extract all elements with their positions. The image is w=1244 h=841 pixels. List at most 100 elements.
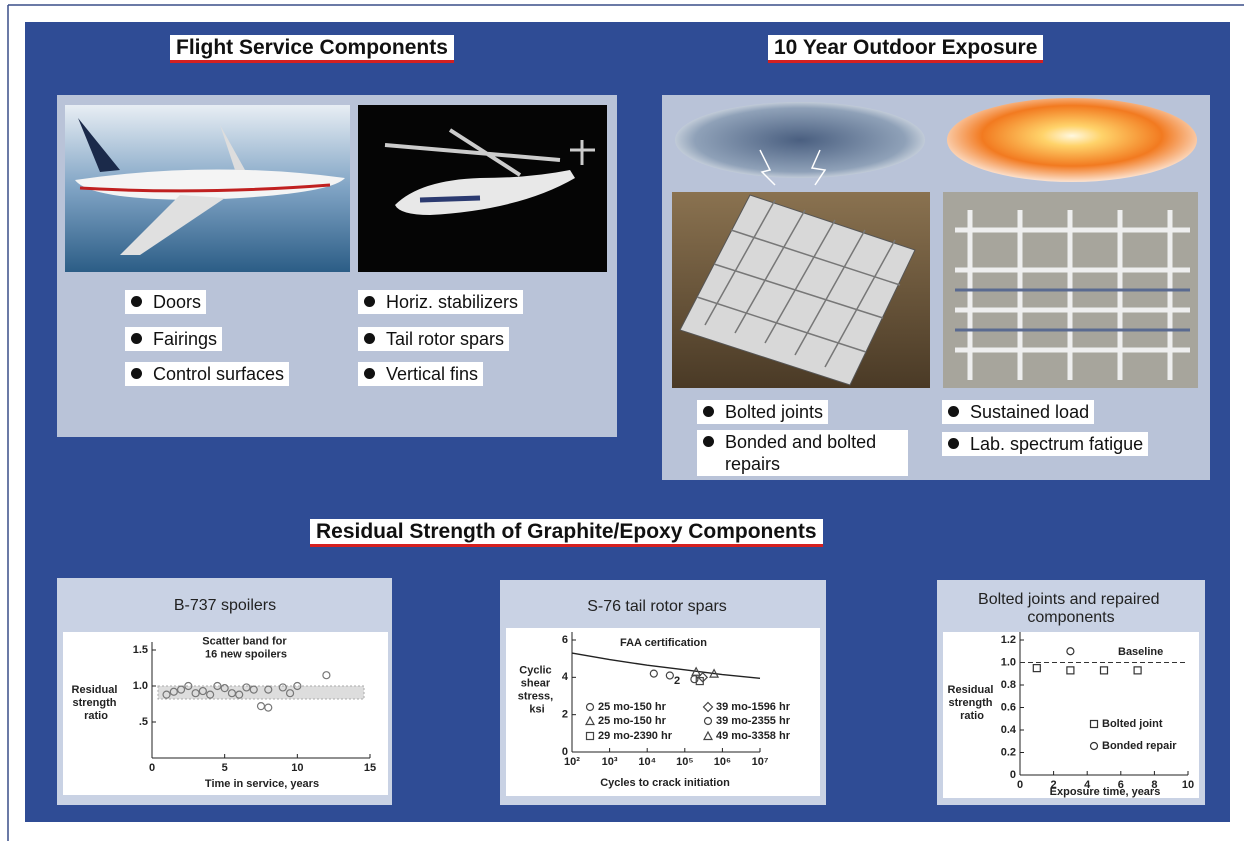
- x-tick-label: 2: [1051, 779, 1057, 791]
- bullet-item: Horiz. stabilizers: [358, 290, 524, 314]
- load-rack-photo: [943, 192, 1198, 388]
- data-point: [176, 685, 186, 694]
- y-axis-label: Residual strength ratio: [72, 684, 121, 722]
- data-point: [198, 686, 207, 696]
- legend-symbol: [585, 715, 595, 726]
- plot-area: [63, 632, 388, 795]
- x-tick-label: 10²: [564, 756, 580, 768]
- annotation: 2: [674, 675, 680, 687]
- legend-label: 29 mo-2390 hr: [598, 730, 673, 742]
- legend-label: Bolted joint: [1102, 718, 1163, 730]
- helicopter-photo: [358, 105, 607, 272]
- chart-title: B-737 spoilers: [174, 597, 276, 614]
- data-point: [709, 668, 720, 678]
- bullet-item: Fairings: [125, 327, 223, 351]
- legend-label: 49 mo-3358 hr: [716, 730, 791, 742]
- data-point: [1133, 666, 1142, 675]
- legend-symbol: [703, 716, 713, 726]
- bullet-item: Sustained load: [942, 400, 1095, 424]
- data-point: [1032, 664, 1041, 673]
- chart-title: S-76 tail rotor spars: [587, 598, 727, 615]
- line-label: FAA certification: [620, 637, 707, 649]
- bullet-item: Vertical fins: [358, 362, 484, 386]
- data-point: [690, 675, 699, 684]
- x-tick-label: 15: [364, 762, 376, 774]
- y-tick-label: 0.6: [1001, 701, 1016, 713]
- x-tick-label: 10⁷: [752, 756, 769, 768]
- data-point: [285, 689, 295, 698]
- data-point: [322, 671, 331, 680]
- panel-rack-photo: [672, 192, 930, 388]
- legend-label: 25 mo-150 hr: [598, 701, 667, 713]
- data-point: [293, 681, 302, 691]
- x-tick-label: 0: [1017, 779, 1023, 791]
- legend-symbol: [585, 731, 595, 741]
- data-point: [278, 683, 287, 692]
- y-tick-label: 2: [562, 709, 568, 721]
- bullet-item: Bonded and bolted repairs: [697, 430, 908, 476]
- data-point: [235, 690, 244, 699]
- annotation: Scatter band for 16 new spoilers: [202, 635, 289, 660]
- x-tick-label: 10⁵: [676, 756, 693, 768]
- legend-symbol: [702, 701, 714, 713]
- heading: Flight Service Components: [170, 35, 454, 63]
- y-tick-label: 0.2: [1001, 746, 1016, 758]
- sun-photo: [945, 98, 1200, 185]
- data-point: [1099, 666, 1109, 675]
- curve: [571, 652, 761, 679]
- storm-photo: [672, 100, 930, 186]
- x-tick-label: 10: [291, 762, 303, 774]
- plot-area: [506, 628, 820, 796]
- data-point: [649, 669, 658, 678]
- scatter-band: [157, 685, 365, 700]
- airplane-photo: [65, 105, 350, 272]
- y-tick-label: 0: [1010, 769, 1016, 781]
- data-point: [264, 703, 273, 712]
- y-tick-label: 1.2: [1001, 634, 1016, 646]
- x-axis-label: Time in service, years: [205, 778, 319, 790]
- data-point: [169, 687, 178, 696]
- data-point: [220, 684, 229, 693]
- legend-label: 25 mo-150 hr: [598, 715, 667, 727]
- y-tick-label: 4: [562, 671, 569, 683]
- x-axis-label: Exposure time, years: [1050, 786, 1161, 798]
- legend-label: 39 mo-1596 hr: [716, 701, 791, 713]
- bullet-item: Doors: [125, 290, 207, 314]
- data-point: [1066, 647, 1075, 656]
- plot-area: [943, 632, 1199, 798]
- legend-label: Bonded repair: [1102, 740, 1177, 752]
- chart-title: Bolted joints and repaired components: [978, 591, 1164, 626]
- y-tick-label: 0.4: [1001, 724, 1017, 736]
- baseline-label: Baseline: [1118, 646, 1163, 658]
- legend-symbol: [1089, 741, 1099, 751]
- data-point: [691, 666, 702, 676]
- bullet-item: Tail rotor spars: [358, 327, 510, 351]
- x-tick-label: 10⁶: [714, 756, 731, 768]
- data-point: [213, 681, 222, 691]
- legend-symbol: [1089, 719, 1099, 729]
- bullet-item: Lab. spectrum fatigue: [942, 432, 1149, 456]
- data-point: [191, 689, 200, 698]
- bullet-item: Control surfaces: [125, 362, 290, 386]
- x-tick-label: 10: [1182, 779, 1194, 791]
- y-tick-label: 0: [562, 746, 568, 758]
- x-axis-label: Cycles to crack initiation: [600, 777, 730, 789]
- bullet-item: Bolted joints: [697, 400, 829, 424]
- x-tick-label: 10³: [602, 756, 618, 768]
- data-point: [264, 685, 273, 694]
- data-point: [206, 690, 215, 699]
- data-point: [162, 690, 171, 699]
- x-tick-label: 8: [1151, 779, 1157, 791]
- x-tick-label: 0: [149, 762, 155, 774]
- x-tick-label: 10⁴: [638, 756, 656, 768]
- legend-symbol: [703, 730, 713, 741]
- legend-symbol: [585, 702, 595, 712]
- x-tick-label: 4: [1084, 779, 1091, 791]
- y-axis-label: Cyclic shear stress, ksi: [518, 664, 557, 715]
- data-point: [249, 685, 258, 694]
- y-tick-label: 1.0: [133, 680, 148, 692]
- data-point: [242, 683, 251, 692]
- x-tick-label: 5: [222, 762, 228, 774]
- y-tick-label: .5: [139, 716, 148, 728]
